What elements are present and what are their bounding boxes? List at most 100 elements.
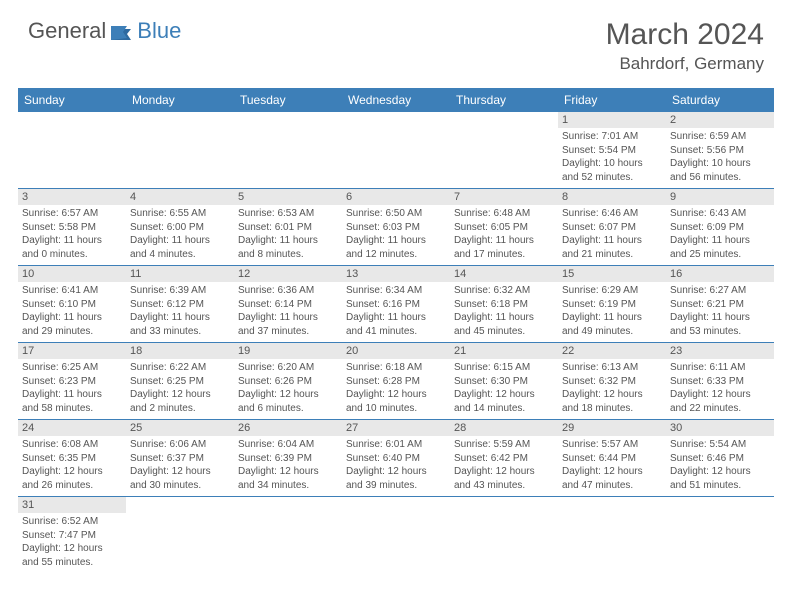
day-number: 25	[126, 420, 234, 436]
day-info: Sunrise: 6:06 AMSunset: 6:37 PMDaylight:…	[126, 436, 234, 496]
calendar-cell: 31Sunrise: 6:52 AMSunset: 7:47 PMDayligh…	[18, 497, 126, 573]
day-number: 31	[18, 497, 126, 513]
calendar-week: 24Sunrise: 6:08 AMSunset: 6:35 PMDayligh…	[18, 420, 774, 497]
day-info-line: Sunrise: 5:59 AM	[454, 438, 554, 452]
day-info-line: and 30 minutes.	[130, 479, 230, 493]
day-info-line: and 8 minutes.	[238, 248, 338, 262]
calendar-week: 31Sunrise: 6:52 AMSunset: 7:47 PMDayligh…	[18, 497, 774, 573]
day-info-line: Sunset: 6:39 PM	[238, 452, 338, 466]
day-info-line: Daylight: 12 hours	[346, 465, 446, 479]
day-info-line: Sunset: 6:16 PM	[346, 298, 446, 312]
day-info-line: Sunrise: 6:57 AM	[22, 207, 122, 221]
calendar-cell: 3Sunrise: 6:57 AMSunset: 5:58 PMDaylight…	[18, 189, 126, 265]
weeks-container: .....1Sunrise: 7:01 AMSunset: 5:54 PMDay…	[18, 112, 774, 573]
day-info-line: and 45 minutes.	[454, 325, 554, 339]
day-info-line: Sunrise: 6:52 AM	[22, 515, 122, 529]
day-info: Sunrise: 6:43 AMSunset: 6:09 PMDaylight:…	[666, 205, 774, 265]
day-info: Sunrise: 5:54 AMSunset: 6:46 PMDaylight:…	[666, 436, 774, 496]
day-info-line: Sunset: 5:56 PM	[670, 144, 770, 158]
day-info-line: Sunset: 6:18 PM	[454, 298, 554, 312]
day-info: Sunrise: 5:59 AMSunset: 6:42 PMDaylight:…	[450, 436, 558, 496]
calendar-cell: 6Sunrise: 6:50 AMSunset: 6:03 PMDaylight…	[342, 189, 450, 265]
day-info-line: Sunrise: 6:41 AM	[22, 284, 122, 298]
logo-text-general: General	[28, 18, 106, 44]
day-info-line: and 21 minutes.	[562, 248, 662, 262]
day-info: Sunrise: 6:15 AMSunset: 6:30 PMDaylight:…	[450, 359, 558, 419]
calendar-cell: 9Sunrise: 6:43 AMSunset: 6:09 PMDaylight…	[666, 189, 774, 265]
day-info-line: and 18 minutes.	[562, 402, 662, 416]
calendar-cell: 17Sunrise: 6:25 AMSunset: 6:23 PMDayligh…	[18, 343, 126, 419]
day-info-line: Sunset: 6:09 PM	[670, 221, 770, 235]
day-info-line: and 51 minutes.	[670, 479, 770, 493]
day-info-line: Daylight: 12 hours	[670, 388, 770, 402]
day-info-line: Sunrise: 6:59 AM	[670, 130, 770, 144]
calendar-cell: .	[342, 112, 450, 188]
day-info-line: Sunset: 6:30 PM	[454, 375, 554, 389]
day-header: Saturday	[666, 88, 774, 112]
calendar-cell: 24Sunrise: 6:08 AMSunset: 6:35 PMDayligh…	[18, 420, 126, 496]
day-header: Sunday	[18, 88, 126, 112]
calendar-cell: 13Sunrise: 6:34 AMSunset: 6:16 PMDayligh…	[342, 266, 450, 342]
day-number: 24	[18, 420, 126, 436]
day-info-line: Sunrise: 6:06 AM	[130, 438, 230, 452]
day-header: Wednesday	[342, 88, 450, 112]
day-info-line: Daylight: 11 hours	[454, 311, 554, 325]
day-info-line: Daylight: 12 hours	[454, 465, 554, 479]
day-info-line: Sunset: 6:19 PM	[562, 298, 662, 312]
day-info-line: Daylight: 11 hours	[346, 311, 446, 325]
day-info: Sunrise: 6:27 AMSunset: 6:21 PMDaylight:…	[666, 282, 774, 342]
day-info-line: Sunset: 5:54 PM	[562, 144, 662, 158]
calendar-cell: 12Sunrise: 6:36 AMSunset: 6:14 PMDayligh…	[234, 266, 342, 342]
day-number: 2	[666, 112, 774, 128]
day-info-line: Sunrise: 6:50 AM	[346, 207, 446, 221]
calendar-cell: 20Sunrise: 6:18 AMSunset: 6:28 PMDayligh…	[342, 343, 450, 419]
calendar-cell: 22Sunrise: 6:13 AMSunset: 6:32 PMDayligh…	[558, 343, 666, 419]
calendar-cell: .	[18, 112, 126, 188]
day-info-line: Sunrise: 6:39 AM	[130, 284, 230, 298]
day-info-line: Sunrise: 6:43 AM	[670, 207, 770, 221]
calendar-cell: 30Sunrise: 5:54 AMSunset: 6:46 PMDayligh…	[666, 420, 774, 496]
day-info-line: Daylight: 10 hours	[670, 157, 770, 171]
day-number: 9	[666, 189, 774, 205]
day-header: Friday	[558, 88, 666, 112]
calendar-cell: 16Sunrise: 6:27 AMSunset: 6:21 PMDayligh…	[666, 266, 774, 342]
day-info-line: Sunrise: 6:48 AM	[454, 207, 554, 221]
day-info-line: Daylight: 11 hours	[22, 311, 122, 325]
day-info-line: Daylight: 11 hours	[346, 234, 446, 248]
day-info-line: and 26 minutes.	[22, 479, 122, 493]
day-info-line: Sunrise: 6:04 AM	[238, 438, 338, 452]
day-number: 26	[234, 420, 342, 436]
day-info: Sunrise: 6:41 AMSunset: 6:10 PMDaylight:…	[18, 282, 126, 342]
day-number: 20	[342, 343, 450, 359]
day-info-line: Daylight: 12 hours	[562, 465, 662, 479]
day-info: Sunrise: 6:48 AMSunset: 6:05 PMDaylight:…	[450, 205, 558, 265]
day-header: Thursday	[450, 88, 558, 112]
day-info-line: Daylight: 12 hours	[346, 388, 446, 402]
calendar-cell: 14Sunrise: 6:32 AMSunset: 6:18 PMDayligh…	[450, 266, 558, 342]
logo-text-blue: Blue	[137, 18, 181, 44]
day-info-line: Daylight: 12 hours	[130, 388, 230, 402]
day-info: Sunrise: 6:53 AMSunset: 6:01 PMDaylight:…	[234, 205, 342, 265]
day-info-line: Daylight: 11 hours	[238, 234, 338, 248]
day-info-line: Daylight: 12 hours	[22, 542, 122, 556]
day-info-line: Daylight: 11 hours	[238, 311, 338, 325]
day-info-line: Sunset: 6:40 PM	[346, 452, 446, 466]
calendar-cell: .	[558, 497, 666, 573]
day-number: 28	[450, 420, 558, 436]
day-info-line: Sunrise: 6:25 AM	[22, 361, 122, 375]
day-info-line: Sunset: 6:42 PM	[454, 452, 554, 466]
calendar-cell: 28Sunrise: 5:59 AMSunset: 6:42 PMDayligh…	[450, 420, 558, 496]
calendar-cell: 1Sunrise: 7:01 AMSunset: 5:54 PMDaylight…	[558, 112, 666, 188]
day-number: 23	[666, 343, 774, 359]
day-info-line: and 25 minutes.	[670, 248, 770, 262]
day-info-line: Sunrise: 6:08 AM	[22, 438, 122, 452]
day-info-line: and 6 minutes.	[238, 402, 338, 416]
day-info-line: Sunrise: 6:18 AM	[346, 361, 446, 375]
calendar-cell: 27Sunrise: 6:01 AMSunset: 6:40 PMDayligh…	[342, 420, 450, 496]
day-number: 5	[234, 189, 342, 205]
calendar-cell: .	[342, 497, 450, 573]
day-number: 18	[126, 343, 234, 359]
calendar-week: 10Sunrise: 6:41 AMSunset: 6:10 PMDayligh…	[18, 266, 774, 343]
calendar: Sunday Monday Tuesday Wednesday Thursday…	[18, 88, 774, 573]
header: General Blue March 2024 Bahrdorf, German…	[0, 0, 792, 82]
